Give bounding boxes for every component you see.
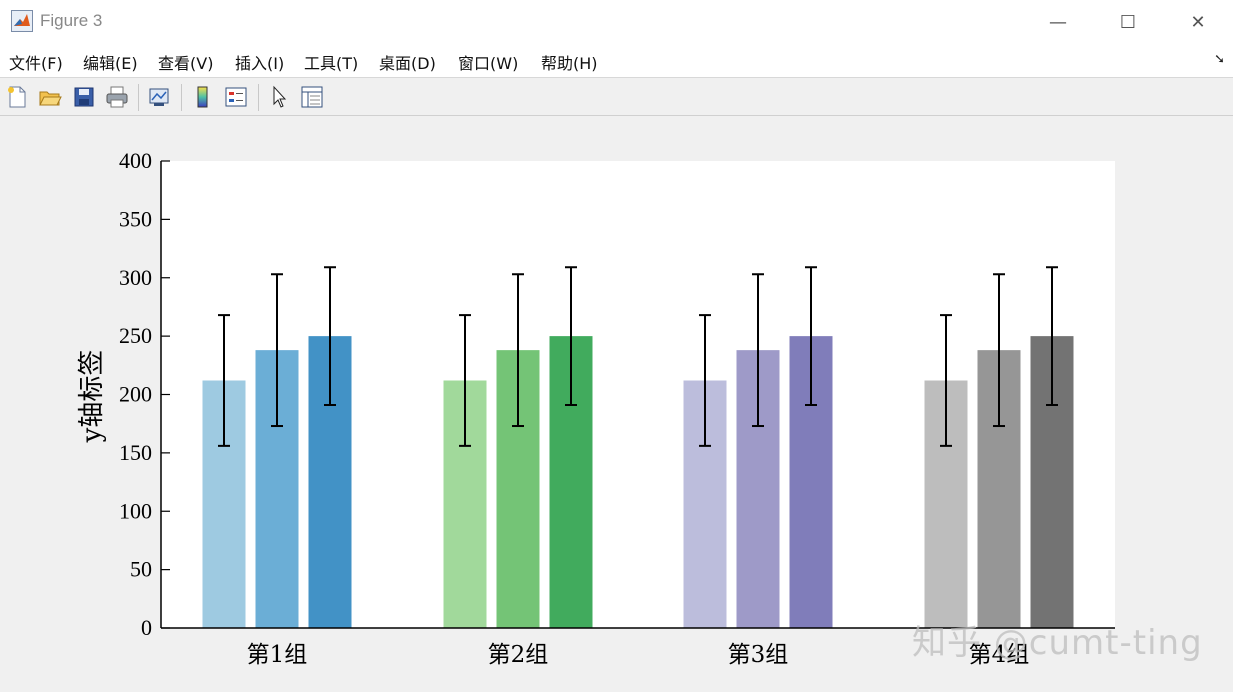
y-tick-label: 250 <box>119 323 152 348</box>
y-axis-label: y轴标签 <box>77 350 107 444</box>
toolbar-separator <box>181 84 182 111</box>
menu-window[interactable]: 窗口(W) <box>458 54 519 73</box>
figure-canvas: 0 50 100 150 200 250 300 350 400 第1组 第2组 第3组 第4组 y轴标签 <box>0 116 1233 692</box>
property-inspector-icon[interactable] <box>299 84 325 110</box>
menu-insert[interactable]: 插入(I) <box>235 54 285 73</box>
minimize-button[interactable]: — <box>1049 11 1067 33</box>
menu-help[interactable]: 帮助(H) <box>541 54 598 73</box>
save-icon[interactable] <box>71 84 97 110</box>
menu-edit[interactable]: 编辑(E) <box>83 54 138 73</box>
menu-tools[interactable]: 工具(T) <box>304 54 359 73</box>
y-tick-label: 400 <box>119 148 152 173</box>
plot-area <box>161 161 1115 628</box>
open-icon[interactable] <box>37 84 63 110</box>
dock-arrow-icon[interactable]: ➘ <box>1214 52 1225 67</box>
x-tick-label: 第1组 <box>247 642 308 668</box>
print-icon[interactable] <box>104 84 130 110</box>
close-button[interactable]: ✕ <box>1190 11 1206 33</box>
pointer-icon[interactable] <box>266 84 292 110</box>
legend-icon[interactable] <box>223 84 249 110</box>
x-tick-label: 第2组 <box>488 642 549 668</box>
y-tick-label: 150 <box>119 440 152 465</box>
watermark: 知乎 @cumt-ting <box>912 623 1203 663</box>
bar-chart: 0 50 100 150 200 250 300 350 400 第1组 第2组 第3组 第4组 y轴标签 <box>77 148 1115 668</box>
y-tick-label: 50 <box>130 557 152 582</box>
y-tick-label: 100 <box>119 498 152 523</box>
toolbar-separator <box>258 84 259 111</box>
colorbar-icon[interactable] <box>189 84 215 110</box>
toolbar <box>0 77 1233 116</box>
menu-file[interactable]: 文件(F) <box>9 54 63 73</box>
window-title: Figure 3 <box>40 11 103 30</box>
matlab-icon <box>11 10 33 32</box>
link-plot-icon[interactable] <box>146 84 172 110</box>
menu-bar: 文件(F) 编辑(E) 查看(V) 插入(I) 工具(T) 桌面(D) 窗口(W… <box>0 44 1233 77</box>
menu-view[interactable]: 查看(V) <box>158 54 214 73</box>
x-tick-label: 第3组 <box>728 642 789 668</box>
menu-desktop[interactable]: 桌面(D) <box>379 54 436 73</box>
y-tick-label: 200 <box>119 382 152 407</box>
toolbar-separator <box>138 84 139 111</box>
new-figure-icon[interactable] <box>4 84 30 110</box>
x-tick-label: 第4组 <box>969 642 1030 668</box>
title-bar: Figure 3 — ☐ ✕ <box>0 0 1233 44</box>
maximize-button[interactable]: ☐ <box>1119 11 1137 33</box>
y-tick-label: 0 <box>141 615 152 640</box>
y-tick-label: 300 <box>119 265 152 290</box>
y-tick-label: 350 <box>119 206 152 231</box>
